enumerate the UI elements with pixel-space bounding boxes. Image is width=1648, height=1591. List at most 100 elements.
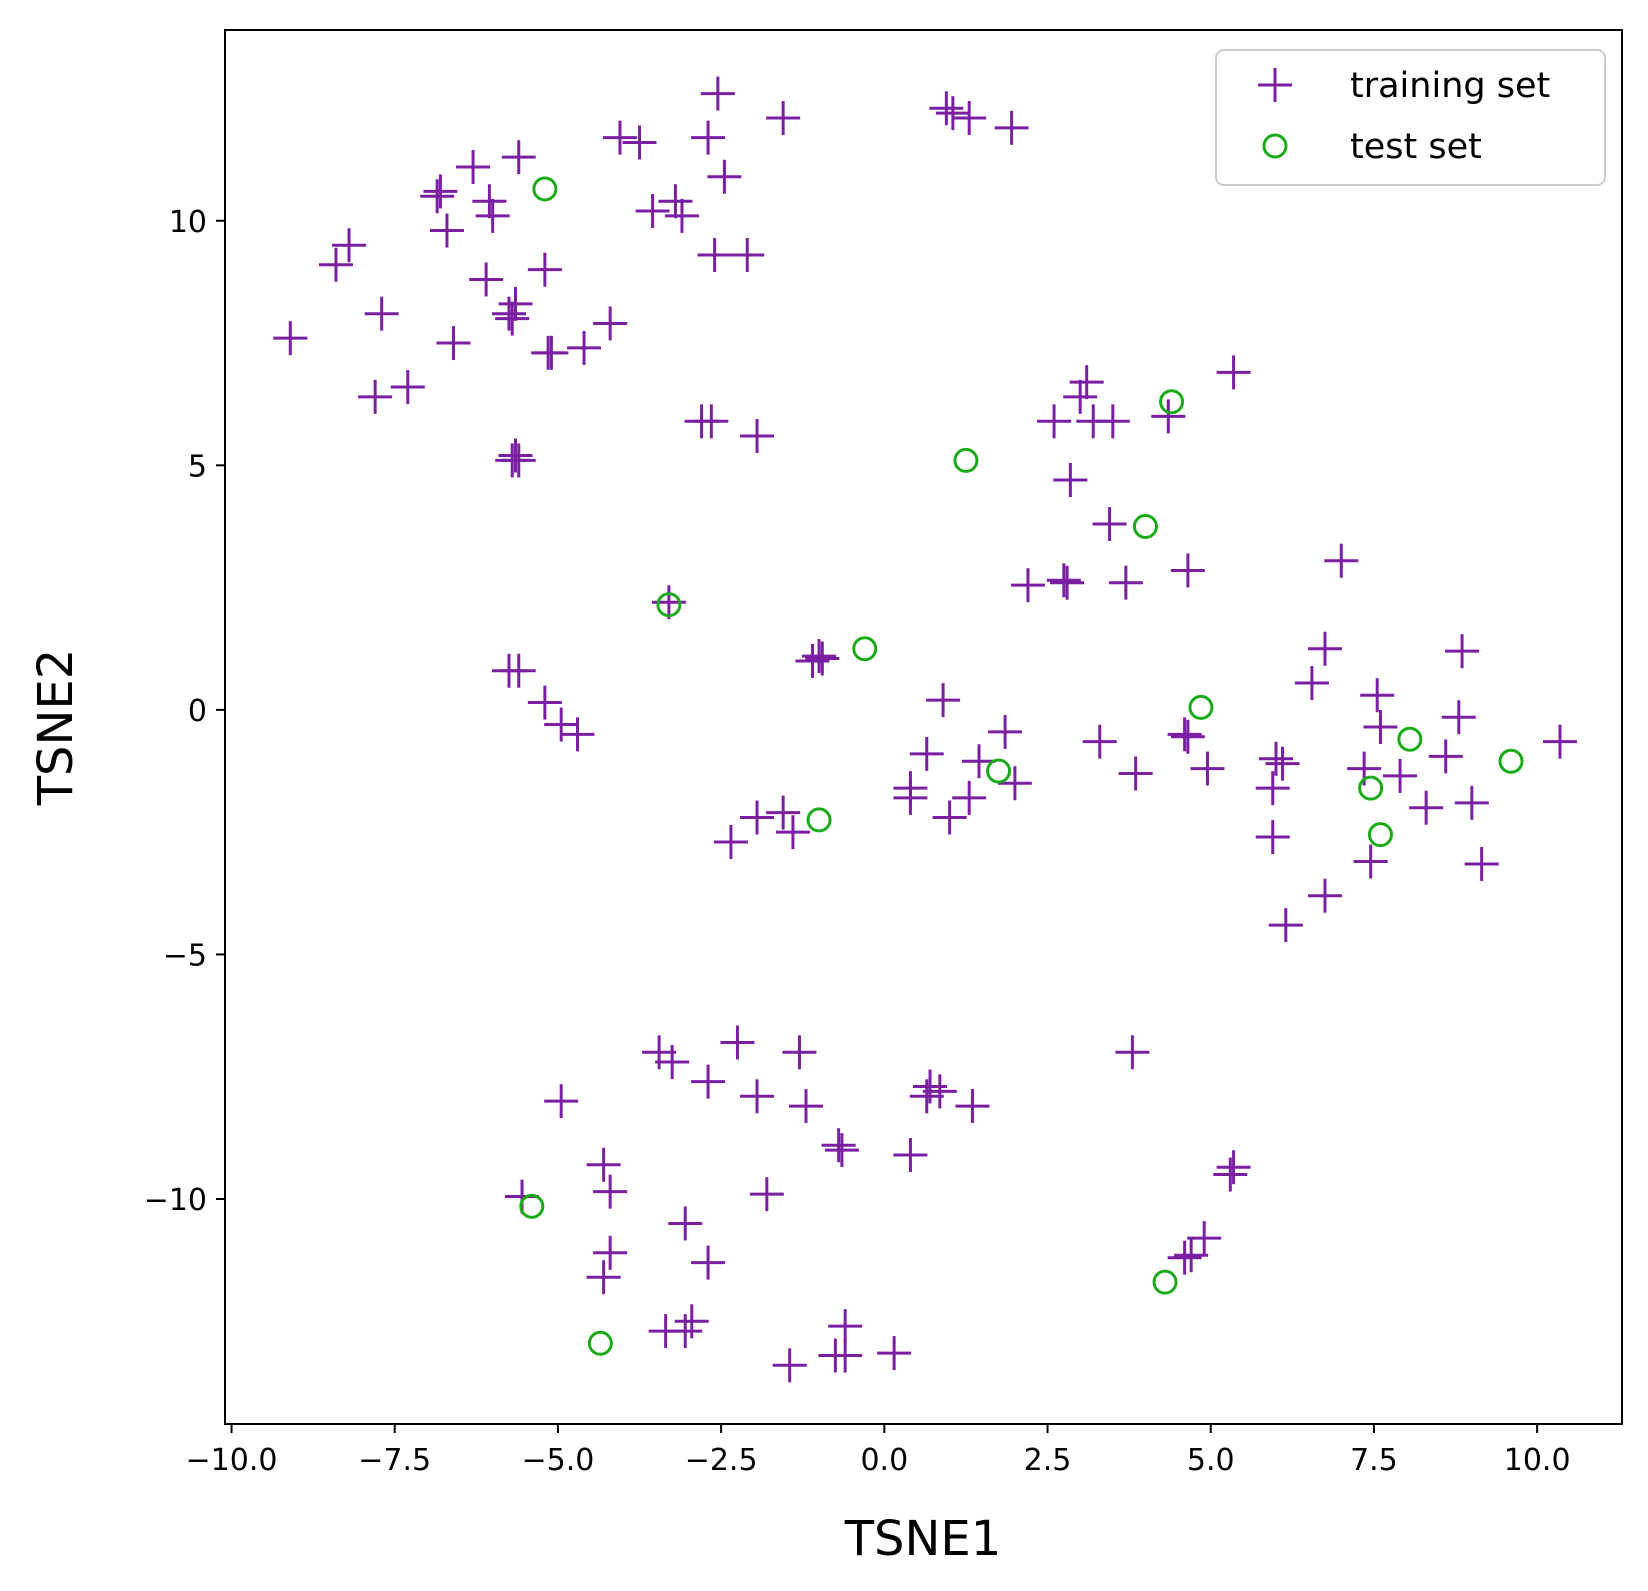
x-tick-label: 5.0 bbox=[1187, 1443, 1235, 1478]
plot-frame bbox=[224, 29, 1623, 1425]
point-training-set bbox=[501, 653, 536, 688]
point-training-set bbox=[1216, 355, 1251, 390]
legend-box bbox=[1215, 49, 1606, 186]
point-training-set bbox=[821, 1128, 856, 1163]
point-training-set bbox=[1324, 543, 1359, 578]
point-training-set bbox=[1213, 1157, 1248, 1192]
point-training-set bbox=[635, 193, 670, 228]
point-training-set bbox=[766, 795, 801, 830]
point-training-set bbox=[1265, 746, 1300, 781]
point-training-set bbox=[913, 1069, 948, 1104]
point-training-set bbox=[358, 379, 393, 414]
point-training-set bbox=[1167, 717, 1202, 752]
point-training-set bbox=[782, 1035, 817, 1070]
point-training-set bbox=[1069, 365, 1104, 400]
point-test-set bbox=[532, 176, 558, 202]
point-test-set bbox=[587, 1330, 613, 1356]
x-axis-label: TSNE1 bbox=[844, 1511, 1002, 1567]
point-training-set bbox=[1050, 565, 1085, 600]
point-training-set bbox=[740, 800, 775, 835]
point-training-set bbox=[544, 707, 579, 742]
point-training-set bbox=[586, 1147, 621, 1182]
point-training-set bbox=[730, 237, 765, 272]
point-training-set bbox=[593, 306, 628, 341]
point-training-set bbox=[475, 198, 510, 233]
point-training-set bbox=[436, 326, 471, 361]
point-training-set bbox=[1118, 756, 1153, 791]
point-training-set bbox=[527, 685, 562, 720]
point-training-set bbox=[1063, 379, 1098, 414]
point-test-set bbox=[519, 1193, 545, 1219]
point-training-set bbox=[1174, 1238, 1209, 1273]
point-training-set bbox=[1190, 751, 1225, 786]
point-training-set bbox=[1170, 553, 1205, 588]
point-training-set bbox=[423, 174, 458, 209]
point-training-set bbox=[472, 184, 507, 219]
point-training-set bbox=[893, 1137, 928, 1172]
point-test-set bbox=[1188, 694, 1214, 720]
point-training-set bbox=[1053, 462, 1088, 497]
point-training-set bbox=[952, 101, 987, 136]
point-training-set bbox=[560, 717, 595, 752]
point-training-set bbox=[1167, 1240, 1202, 1275]
point-training-set bbox=[997, 766, 1032, 801]
point-training-set bbox=[668, 1314, 703, 1349]
point-training-set bbox=[740, 1079, 775, 1114]
point-training-set bbox=[664, 198, 699, 233]
point-training-set bbox=[795, 643, 830, 678]
point-training-set bbox=[824, 1133, 859, 1168]
point-training-set bbox=[877, 1336, 912, 1371]
point-training-set bbox=[527, 252, 562, 287]
point-training-set bbox=[1082, 724, 1117, 759]
point-training-set bbox=[1353, 844, 1388, 879]
point-training-set bbox=[1294, 665, 1329, 700]
point-test-set bbox=[986, 758, 1012, 784]
legend-plus-icon bbox=[1258, 68, 1292, 102]
y-tick-label: 0 bbox=[188, 694, 207, 729]
plot-area bbox=[224, 29, 1623, 1425]
legend: training set test set bbox=[1215, 49, 1606, 186]
point-test-set bbox=[953, 447, 979, 473]
point-training-set bbox=[1360, 678, 1395, 713]
point-training-set bbox=[655, 1045, 690, 1080]
point-training-set bbox=[668, 1206, 703, 1241]
point-training-set bbox=[1095, 404, 1130, 439]
point-training-set bbox=[658, 184, 693, 219]
point-test-set bbox=[806, 807, 832, 833]
point-training-set bbox=[1010, 568, 1045, 603]
point-training-set bbox=[802, 639, 837, 674]
point-training-set bbox=[1409, 790, 1444, 825]
point-test-set bbox=[1358, 775, 1384, 801]
point-training-set bbox=[1363, 710, 1398, 744]
point-training-set bbox=[749, 1177, 784, 1212]
y-tick-label: 5 bbox=[188, 449, 207, 484]
point-training-set bbox=[674, 1304, 709, 1339]
point-training-set bbox=[1255, 820, 1290, 855]
point-training-set bbox=[775, 815, 810, 850]
point-training-set bbox=[1255, 771, 1290, 806]
point-training-set bbox=[691, 1245, 726, 1280]
point-training-set bbox=[926, 683, 961, 718]
point-training-set bbox=[364, 296, 399, 331]
x-tick-label: 10.0 bbox=[1504, 1443, 1571, 1478]
point-test-set bbox=[1132, 513, 1158, 539]
point-training-set bbox=[828, 1338, 863, 1373]
legend-label-training-set: training set bbox=[1350, 66, 1550, 106]
x-tick-label: −2.5 bbox=[685, 1443, 758, 1478]
point-training-set bbox=[1268, 908, 1303, 943]
point-training-set bbox=[740, 418, 775, 453]
point-training-set bbox=[1037, 404, 1072, 439]
point-training-set bbox=[273, 321, 308, 356]
point-test-set bbox=[656, 592, 682, 618]
point-training-set bbox=[1108, 565, 1143, 600]
point-training-set bbox=[491, 296, 526, 331]
point-training-set bbox=[909, 1079, 944, 1114]
point-training-set bbox=[586, 1260, 621, 1295]
point-training-set bbox=[390, 370, 425, 405]
x-tick-label: 2.5 bbox=[1024, 1443, 1072, 1478]
point-test-set bbox=[1367, 822, 1393, 848]
point-training-set bbox=[593, 1235, 628, 1270]
point-training-set bbox=[700, 76, 735, 111]
legend-marker-training-set bbox=[1258, 68, 1292, 102]
point-training-set bbox=[932, 800, 967, 835]
